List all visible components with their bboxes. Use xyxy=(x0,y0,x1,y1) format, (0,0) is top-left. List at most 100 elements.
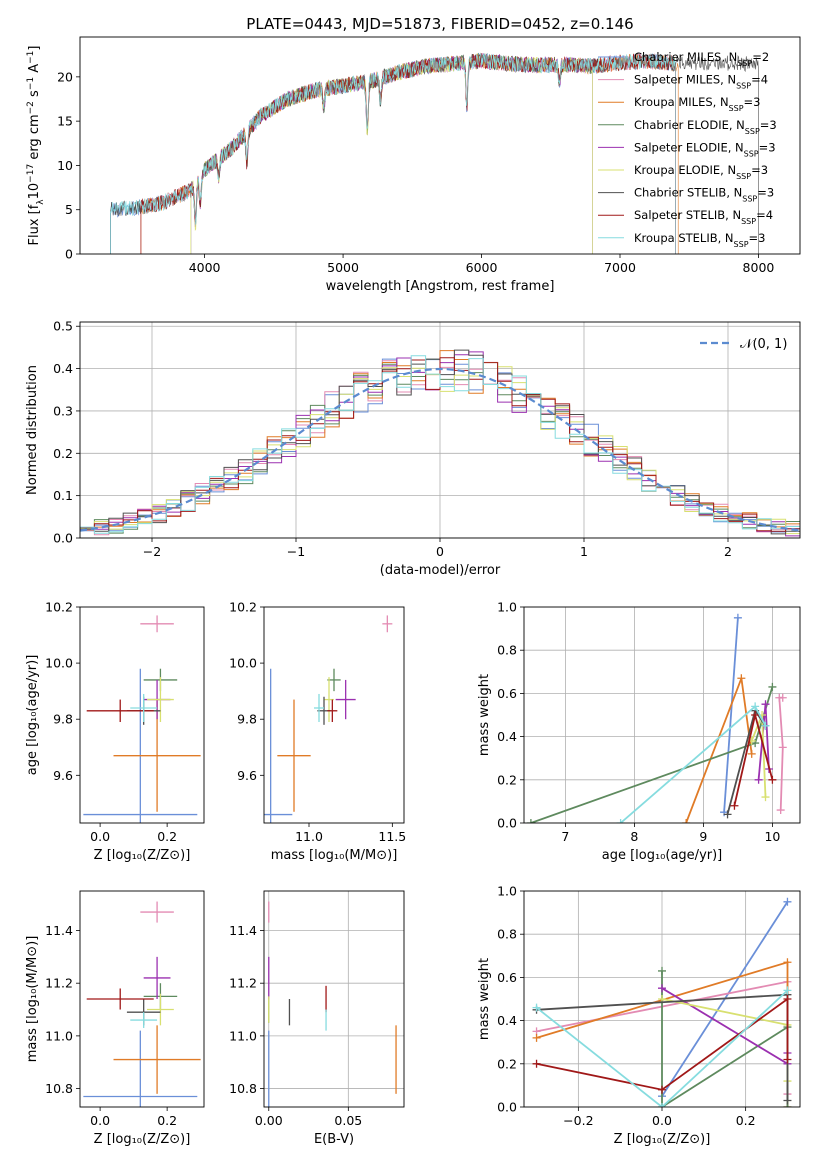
weight-marker-salpeter_elodie xyxy=(754,775,763,784)
x-axis-label: Z [log₁₀(Z/Z⊙)] xyxy=(94,848,191,863)
y-tick-label: 20 xyxy=(57,69,73,84)
weight-marker-salpeter_stelib xyxy=(783,1055,792,1064)
y-tick-label: 11.0 xyxy=(229,1028,257,1043)
y-tick-label: 0.1 xyxy=(53,488,73,503)
axes-frame xyxy=(79,36,801,255)
weight-marker-chabrier_elodie xyxy=(658,966,666,975)
weight-marker-salpeter_stelib xyxy=(768,775,777,784)
y-tick-label: 0.2 xyxy=(497,1056,517,1071)
x-tick-label: 0.0 xyxy=(90,829,110,844)
x-tick-label: 11.5 xyxy=(378,829,406,844)
weight-marker-chabrier_stelib xyxy=(723,810,732,819)
y-tick-label: 0.0 xyxy=(497,1100,517,1115)
axes-spectrum: 4000 5000 6000 7000 8000 0 5 10 15 20 wavelength [… xyxy=(26,36,801,294)
y-tick-label: 0 xyxy=(65,247,73,262)
weight-line-chabrier_elodie xyxy=(530,686,774,823)
x-tick-label: 8 xyxy=(630,829,638,844)
x-tick-label: 2 xyxy=(724,544,732,559)
legend-label: Salpeter MILES, NSSP=4 xyxy=(634,73,768,91)
spectrum-line-chabrier_elodie xyxy=(190,53,593,254)
x-tick-label: 0.2 xyxy=(157,829,177,844)
legend-label: Salpeter STELIB, NSSP=4 xyxy=(634,208,773,226)
plot-area xyxy=(524,891,800,1107)
x-axis-label: Z [log₁₀(Z/Z⊙)] xyxy=(614,1132,711,1147)
x-tick-label: −1 xyxy=(287,544,305,559)
gaussian-curve xyxy=(80,367,800,532)
x-tick-label: 7 xyxy=(561,829,569,844)
weight-marker-kroupa_stelib xyxy=(783,986,792,995)
weight-marker-salpeter_stelib xyxy=(532,1059,541,1068)
axes-frame xyxy=(79,321,801,539)
plot-area xyxy=(264,891,404,1107)
y-tick-label: 0.2 xyxy=(497,772,517,787)
y-tick-label: 1.0 xyxy=(497,600,517,615)
weight-marker-salpeter_elodie xyxy=(761,700,770,709)
x-axis-label: E(B-V) xyxy=(314,1132,354,1147)
x-tick-label: 0.0 xyxy=(652,1113,672,1128)
axes-frame xyxy=(79,606,205,824)
y-tick-label: 0.2 xyxy=(53,446,73,461)
weight-marker-kroupa_miles xyxy=(532,1033,541,1042)
weight-marker-kroupa_stelib xyxy=(532,1003,541,1012)
weight-marker-salpeter_stelib xyxy=(730,801,739,810)
histogram-kroupa_stelib xyxy=(80,355,800,534)
plot-area xyxy=(524,607,800,823)
axes-weight_vs_Z: −0.2 0.0 0.2 0.0 0.2 0.4 0.6 0.8 1.0 Z [log₁₀(Z/Z… xyxy=(477,884,801,1147)
weight-line-kroupa_stelib xyxy=(535,989,789,1107)
weight-marker-salpeter_elodie xyxy=(658,984,666,993)
weight-marker-salpeter_stelib xyxy=(658,1085,666,1094)
legend-label: Kroupa STELIB, NSSP=3 xyxy=(634,231,765,249)
y-tick-label: 10 xyxy=(57,158,73,173)
y-tick-label: 11.4 xyxy=(45,923,73,938)
weight-marker-chabrier_miles xyxy=(733,613,742,622)
figure-title: PLATE=0443, MJD=51873, FIBERID=0452, z=0… xyxy=(246,15,633,33)
x-tick-label: 0.05 xyxy=(334,1113,362,1128)
spectrum-line-kroupa_elodie xyxy=(190,53,593,254)
weight-marker-salpeter_miles xyxy=(776,806,785,815)
y-tick-label: 0.0 xyxy=(53,531,73,546)
y-tick-label: 9.6 xyxy=(237,768,257,783)
legend-label: Chabrier STELIB, NSSP=3 xyxy=(634,186,774,204)
x-tick-label: 6000 xyxy=(466,260,498,275)
x-axis-label: age [log₁₀(age/yr)] xyxy=(602,848,723,863)
legend-label: Kroupa MILES, NSSP=3 xyxy=(634,95,760,113)
y-axis-label: mass [log₁₀(M/M⊙)] xyxy=(25,936,40,1063)
x-tick-label: 0.2 xyxy=(736,1113,756,1128)
y-tick-label: 0.4 xyxy=(53,361,73,376)
plot-area xyxy=(80,322,800,538)
legend-label: Chabrier MILES, NSSP=2 xyxy=(634,50,769,68)
y-tick-label: 0.3 xyxy=(53,403,73,418)
weight-marker-salpeter_stelib xyxy=(783,995,792,1003)
x-tick-label: 0.00 xyxy=(255,1113,283,1128)
legend-label: Kroupa ELODIE, NSSP=3 xyxy=(634,163,768,181)
y-tick-label: 10.2 xyxy=(45,600,73,615)
x-tick-label: 0 xyxy=(436,544,444,559)
axes-weight_vs_age: 7 8 9 10 0.0 0.2 0.4 0.6 0.8 1.0 age [log₁₀(age/yr… xyxy=(477,600,801,863)
axes-mass_vs_Z: 0.0 0.2 10.8 11.0 11.2 11.4 Z [log₁₀(Z/Z⊙)] mas… xyxy=(25,890,205,1147)
axes-frame xyxy=(263,890,405,1108)
y-tick-label: 11.0 xyxy=(45,1028,73,1043)
x-axis-label: (data-model)/error xyxy=(380,563,501,578)
y-tick-label: 9.8 xyxy=(53,712,73,727)
weight-marker-kroupa_stelib xyxy=(658,1103,666,1107)
weight-marker-salpeter_stelib xyxy=(751,711,760,719)
x-tick-label: 11.0 xyxy=(295,829,323,844)
y-axis-label: mass weight xyxy=(477,674,492,756)
legend-label: Chabrier ELODIE, NSSP=3 xyxy=(634,118,777,136)
y-axis-label: mass weight xyxy=(477,958,492,1040)
x-axis-label: wavelength [Angstrom, rest frame] xyxy=(326,279,555,294)
axes-age_vs_Z: 0.0 0.2 9.6 9.8 10.0 10.2 Z [log₁₀(Z/Z⊙)] age [… xyxy=(25,600,205,863)
y-tick-label: 9.8 xyxy=(237,712,257,727)
weight-marker-kroupa_miles xyxy=(747,749,756,758)
weight-marker-chabrier_elodie xyxy=(768,682,777,691)
x-tick-label: 4000 xyxy=(189,260,221,275)
weight-line-salpeter_miles xyxy=(778,696,784,811)
y-tick-label: 0.8 xyxy=(497,643,517,658)
weight-marker-kroupa_stelib xyxy=(751,702,760,711)
y-tick-label: 0.6 xyxy=(497,686,517,701)
y-tick-label: 0.6 xyxy=(497,970,517,985)
weight-line-salpeter_stelib xyxy=(536,997,789,1091)
weight-marker-chabrier_stelib xyxy=(783,1096,792,1105)
weight-marker-salpeter_miles xyxy=(778,743,787,752)
spectrum-line-kroupa_stelib xyxy=(110,52,676,254)
